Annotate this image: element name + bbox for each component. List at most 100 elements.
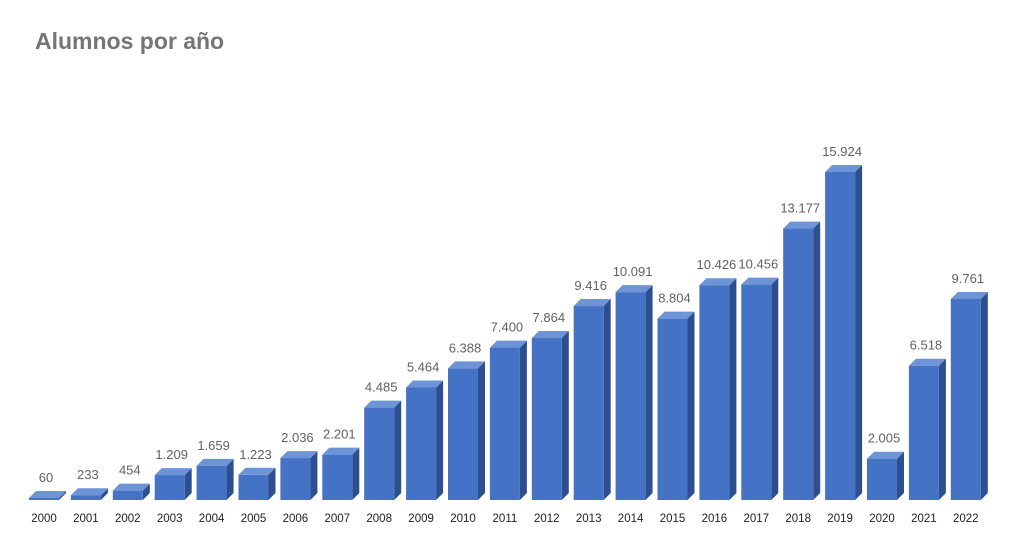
value-label: 9.416 xyxy=(574,278,607,293)
value-label: 1.223 xyxy=(239,447,272,462)
x-tick-label: 2010 xyxy=(450,513,476,525)
bar-top xyxy=(322,447,360,455)
bar-side xyxy=(687,311,695,500)
value-label: 7.400 xyxy=(491,320,524,335)
x-tick-label: 2001 xyxy=(73,513,99,525)
bar-front xyxy=(489,347,520,500)
value-label: 6.388 xyxy=(449,340,482,355)
bar-front xyxy=(448,368,478,500)
bar-side xyxy=(561,331,569,500)
bar-top xyxy=(699,278,737,286)
bar-side xyxy=(478,361,485,500)
bar-side xyxy=(897,451,904,500)
bar-2003 xyxy=(154,468,192,500)
x-tick-label: 2013 xyxy=(576,513,602,525)
x-tick-label: 2014 xyxy=(618,513,644,525)
bar-front xyxy=(825,172,856,500)
x-tick-label: 2004 xyxy=(199,513,225,525)
chart-title: Alumnos por año xyxy=(35,28,225,54)
x-tick-label: 2008 xyxy=(366,513,392,525)
bar-front xyxy=(783,228,814,500)
bar-2004 xyxy=(196,458,234,500)
bar-side xyxy=(352,447,360,500)
bar-front xyxy=(908,365,939,500)
x-tick-label: 2009 xyxy=(408,513,434,525)
bar-front xyxy=(657,318,688,500)
bar-front xyxy=(950,298,981,500)
bar-2001 xyxy=(70,488,108,500)
value-label: 6.518 xyxy=(910,338,943,353)
bar-2012 xyxy=(531,331,569,500)
bar-front xyxy=(364,407,395,500)
bar-side xyxy=(184,468,192,500)
x-tick-label: 2012 xyxy=(534,513,560,525)
value-label: 15.924 xyxy=(822,144,862,159)
bar-front xyxy=(70,495,101,500)
bar-2020 xyxy=(867,451,904,500)
bar-top xyxy=(908,358,946,366)
bar-side xyxy=(100,488,108,500)
bar-front xyxy=(867,458,897,500)
value-label: 10.091 xyxy=(613,264,653,279)
bar-top xyxy=(657,311,695,319)
bar-top xyxy=(950,291,988,299)
bar-front xyxy=(741,284,772,500)
bar-front xyxy=(154,475,185,500)
x-tick-label: 2019 xyxy=(827,513,853,525)
x-tick-label: 2016 xyxy=(702,513,728,525)
bar-2015 xyxy=(657,311,695,500)
bar-2013 xyxy=(573,299,611,500)
bar-side xyxy=(142,483,150,500)
bar-side xyxy=(436,380,444,500)
bar-side xyxy=(394,400,402,500)
value-label: 2.201 xyxy=(323,427,356,442)
x-tick-label: 2011 xyxy=(493,513,518,525)
bar-front xyxy=(573,306,604,500)
bar-2007 xyxy=(322,447,360,500)
bar-side xyxy=(771,277,779,500)
value-label: 5.464 xyxy=(407,359,440,374)
bar-2010 xyxy=(448,361,485,500)
x-tick-label: 2018 xyxy=(785,513,811,525)
bar-2008 xyxy=(364,400,402,500)
bar-top xyxy=(238,467,276,475)
bar-2000 xyxy=(29,491,66,500)
bar-top xyxy=(573,299,611,307)
bar-top xyxy=(154,468,192,476)
bar-2014 xyxy=(615,285,653,500)
bar-2006 xyxy=(280,451,318,500)
bar-side xyxy=(813,221,821,500)
value-label: 2.005 xyxy=(868,431,901,446)
bar-2019 xyxy=(825,165,863,500)
bar-front xyxy=(29,498,59,500)
bar-side xyxy=(729,278,737,500)
value-label: 233 xyxy=(77,467,99,482)
bar-side xyxy=(310,451,318,500)
bar-top xyxy=(489,340,527,348)
bar-top xyxy=(70,488,108,496)
bar-top xyxy=(825,165,863,172)
value-label: 8.804 xyxy=(658,291,691,306)
bar-2017 xyxy=(741,277,779,500)
bar-top xyxy=(531,331,569,339)
bar-top xyxy=(196,458,234,466)
value-label: 4.485 xyxy=(365,380,398,395)
bar-front xyxy=(196,465,227,500)
bar-front xyxy=(406,387,437,500)
bar-top xyxy=(448,361,485,369)
x-tick-label: 2017 xyxy=(744,513,770,525)
value-label: 60 xyxy=(39,470,53,485)
value-label: 7.864 xyxy=(533,310,566,325)
bar-front xyxy=(280,458,311,500)
bar-front xyxy=(322,454,353,500)
bar-front xyxy=(531,338,562,500)
bar-side xyxy=(268,467,276,500)
value-label: 454 xyxy=(119,463,141,478)
value-label: 2.036 xyxy=(281,430,314,445)
bar-2002 xyxy=(112,483,150,500)
x-tick-label: 2003 xyxy=(157,513,183,525)
value-label: 9.761 xyxy=(952,271,985,286)
bar-top xyxy=(741,277,779,285)
bar-top xyxy=(280,451,318,459)
